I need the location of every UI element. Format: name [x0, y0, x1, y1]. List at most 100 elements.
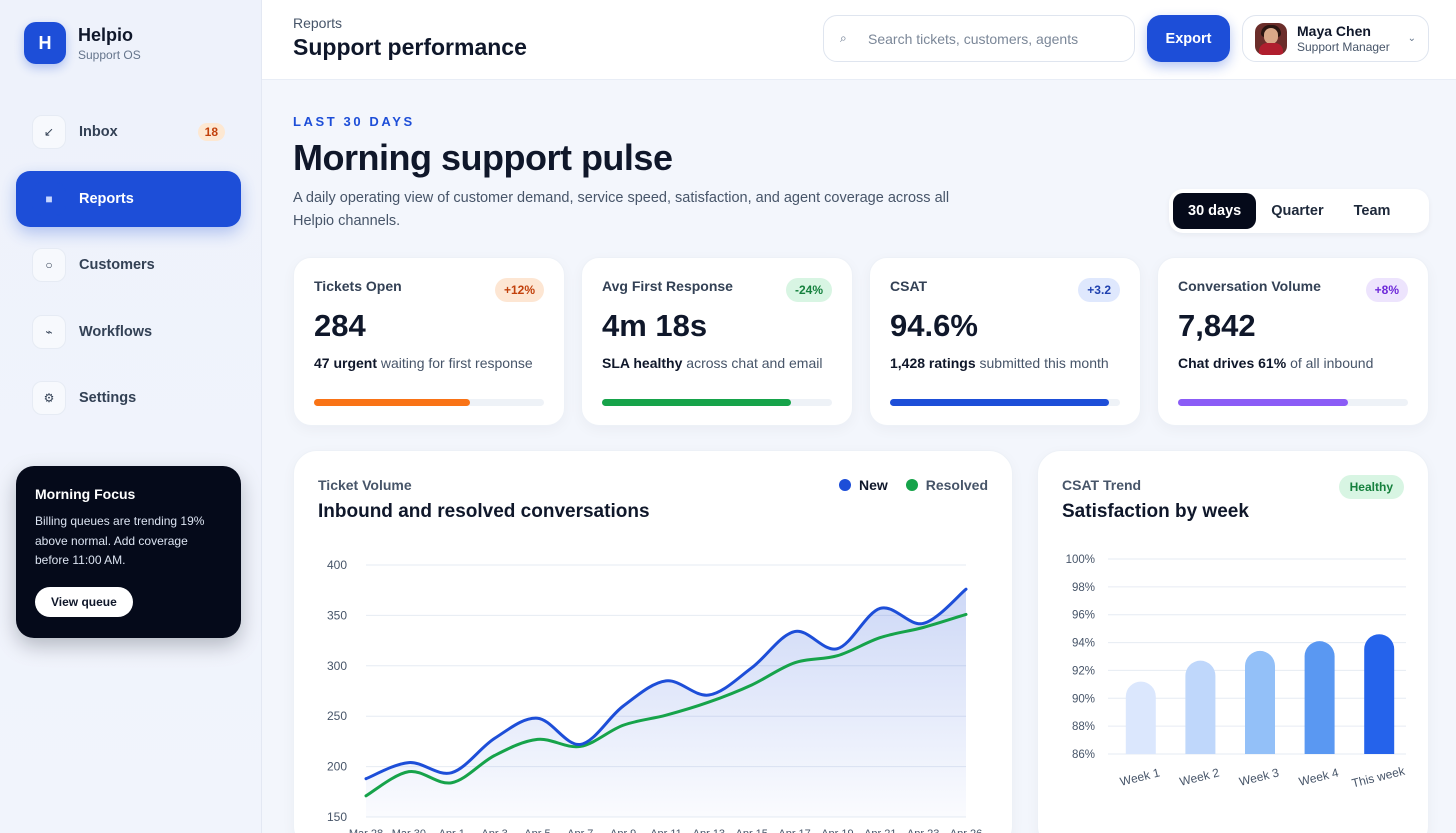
card-title: Satisfaction by week: [1062, 501, 1249, 522]
sidebar-item-workflows[interactable]: ⌁ Workflows: [16, 304, 241, 360]
sidebar-item-label: Inbox: [79, 124, 118, 140]
y-tick-label: 300: [327, 659, 347, 673]
sidebar-item-reports[interactable]: ■ Reports: [16, 170, 241, 227]
y-tick-label: 94%: [1072, 638, 1095, 650]
morning-focus-card: Morning Focus Billing queues are trendin…: [16, 466, 241, 638]
brand[interactable]: H Helpio Support OS: [24, 22, 141, 64]
bar-week-1: [1125, 681, 1156, 754]
date-range-eyebrow: LAST 30 DAYS: [293, 114, 415, 129]
y-tick-label: 400: [327, 558, 347, 572]
kpi-note: Chat drives 61% of all inbound: [1178, 355, 1374, 371]
y-tick-label: 350: [327, 608, 347, 622]
segment-30-days[interactable]: 30 days: [1173, 193, 1257, 229]
legend-swatch: [905, 479, 918, 491]
focus-body: Billing queues are trending 19% above no…: [35, 514, 205, 567]
x-tick-label: This week: [1350, 764, 1407, 791]
inbox-count-badge: 18: [197, 123, 225, 141]
sidebar-item-settings[interactable]: ⚙ Settings: [16, 370, 241, 426]
card-eyebrow: CSAT Trend: [1062, 477, 1142, 493]
kpi-label: Tickets Open: [314, 278, 402, 294]
legend-item-new[interactable]: New: [838, 477, 888, 493]
search-input[interactable]: [868, 30, 1118, 47]
breadcrumb[interactable]: Reports: [293, 15, 343, 31]
kpi-delta-badge: +3.2: [1078, 278, 1120, 302]
kpi-delta-badge: +12%: [494, 278, 544, 302]
top-header: Reports Support performance ⌕ Export May…: [262, 0, 1456, 80]
search-icon: ⌕: [840, 31, 847, 45]
y-tick-label: 200: [327, 760, 347, 774]
view-queue-button[interactable]: View queue: [35, 586, 133, 617]
x-tick-label: Apr 9: [610, 828, 636, 833]
kpi-delta-badge: -24%: [785, 278, 832, 302]
status-badge: Healthy: [1338, 475, 1404, 499]
sidebar-item-customers[interactable]: ○ Customers: [16, 237, 241, 293]
sidebar-item-label: Workflows: [79, 323, 153, 340]
kpi-progress-fill: [1178, 399, 1349, 406]
chevron-down-icon: ⌄: [1407, 33, 1416, 44]
focus-title: Morning Focus: [35, 486, 136, 502]
kpi-note: SLA healthy across chat and email: [602, 355, 823, 371]
y-tick-label: 98%: [1072, 582, 1095, 594]
x-tick-label: Apr 15: [736, 828, 768, 833]
flow-icon: ⌁: [32, 314, 66, 349]
kpi-card-csat[interactable]: CSAT +3.2 94.6% 1,428 ratings submitted …: [869, 257, 1141, 426]
bar-this-week: [1364, 634, 1395, 754]
csat-bar-chart: 100% 98% 96% 94% 92% 90% 88% 86% Week 1 Week 2 Wee…: [1066, 554, 1408, 791]
kpi-value: 4m 18s: [602, 308, 708, 343]
kpi-progress-fill: [314, 399, 471, 406]
sidebar: H Helpio Support OS ↙ Inbox 18 ■ Reports…: [0, 0, 262, 833]
square-icon: ■: [32, 181, 66, 216]
search-box[interactable]: ⌕: [823, 15, 1135, 62]
y-tick-label: 88%: [1072, 721, 1095, 733]
y-tick-label: 92%: [1072, 665, 1095, 677]
export-button[interactable]: Export: [1147, 15, 1230, 62]
arrow-down-left-icon: ↙: [32, 115, 66, 149]
x-tick-label: Apr 23: [907, 828, 939, 833]
user-menu[interactable]: Maya Chen Support Manager ⌄: [1242, 15, 1429, 62]
x-tick-label: Apr 1: [439, 828, 465, 833]
series-line-resolved: [364, 612, 968, 798]
card-eyebrow: Ticket Volume: [318, 477, 412, 493]
x-tick-label: Apr 13: [693, 828, 725, 833]
y-tick-label: 250: [327, 709, 347, 723]
kpi-card-conversation-volume[interactable]: Conversation Volume +8% 7,842 Chat drive…: [1157, 257, 1429, 426]
legend-item-resolved[interactable]: Resolved: [905, 477, 988, 493]
x-tick-label: Apr 5: [524, 828, 550, 833]
user-name: Maya Chen: [1297, 23, 1371, 39]
y-tick-label: 100%: [1066, 554, 1095, 566]
kpi-progress-bar: [314, 399, 544, 406]
x-tick-label: Week 3: [1238, 765, 1281, 788]
ticket-volume-card: Ticket Volume Inbound and resolved conve…: [293, 450, 1013, 833]
new-series-area: [366, 589, 966, 817]
x-tick-label: Week 1: [1119, 765, 1162, 788]
x-tick-label: Mar 28: [349, 828, 383, 833]
segment-quarter[interactable]: Quarter: [1271, 203, 1324, 219]
y-tick-label: 86%: [1072, 749, 1095, 761]
kpi-progress-bar: [1178, 399, 1408, 406]
bar-week-3: [1245, 650, 1275, 754]
hero-description: A daily operating view of customer deman…: [293, 190, 950, 229]
x-tick-label: Apr 26: [950, 828, 982, 833]
x-tick-label: Apr 21: [864, 828, 896, 833]
x-tick-label: Mar 30: [392, 828, 426, 833]
kpi-delta-badge: +8%: [1365, 278, 1408, 302]
x-tick-label: Apr 17: [778, 828, 810, 833]
bar-week-2: [1185, 660, 1216, 754]
sidebar-item-label: Reports: [79, 190, 134, 207]
kpi-card-avg-first-response[interactable]: Avg First Response -24% 4m 18s SLA healt…: [581, 257, 853, 426]
kpi-progress-fill: [890, 399, 1109, 406]
kpi-progress-bar: [602, 399, 832, 406]
kpi-label: Conversation Volume: [1178, 278, 1321, 294]
kpi-note: 47 urgent waiting for first response: [314, 355, 533, 371]
user-role: Support Manager: [1297, 40, 1390, 54]
y-tick-label: 150: [327, 810, 347, 824]
x-tick-label: Week 4: [1297, 765, 1340, 788]
sidebar-item-inbox[interactable]: ↙ Inbox 18: [16, 104, 241, 160]
kpi-label: Avg First Response: [602, 278, 733, 294]
segment-team[interactable]: Team: [1353, 203, 1391, 219]
kpi-card-tickets-open[interactable]: Tickets Open +12% 284 47 urgent waiting …: [293, 257, 565, 426]
y-tick-label: 90%: [1072, 693, 1095, 705]
circle-icon: ○: [32, 248, 66, 282]
kpi-value: 7,842: [1178, 308, 1256, 343]
bar-week-4: [1304, 641, 1335, 754]
